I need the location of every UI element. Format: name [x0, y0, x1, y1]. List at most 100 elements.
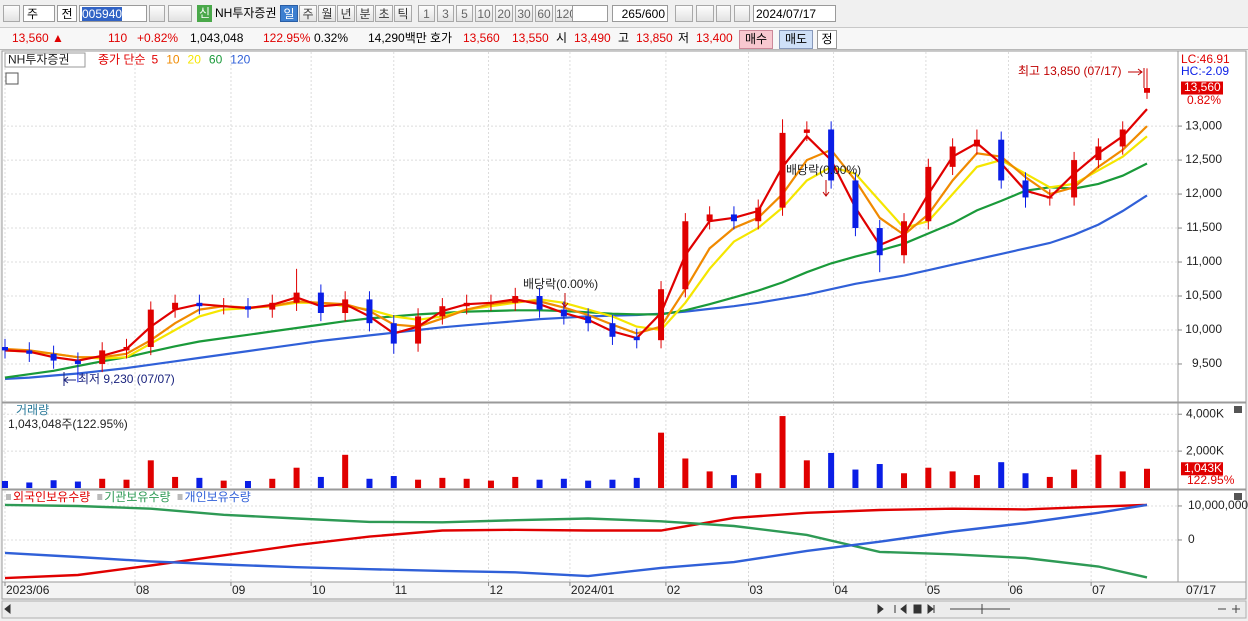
x-tick-label: 08: [136, 583, 150, 597]
tool-button[interactable]: [675, 5, 693, 22]
code: 005940: [82, 7, 123, 21]
interval-button[interactable]: 120: [555, 5, 577, 22]
ma-line: [4, 108, 1148, 362]
period-button[interactable]: 일: [280, 5, 298, 22]
x-tick-label: 03: [750, 583, 764, 597]
volume-bar: [682, 458, 689, 488]
save-button[interactable]: [716, 5, 731, 22]
chart-menu-icon[interactable]: [5, 72, 19, 85]
interval-button[interactable]: 30: [515, 5, 533, 22]
volume-bar: [633, 477, 640, 488]
volume-bar: [1071, 469, 1078, 488]
holding-line: [4, 503, 1148, 580]
period-button[interactable]: 월: [318, 5, 336, 22]
period-button[interactable]: 년: [337, 5, 355, 22]
legend-entry: 10: [166, 53, 180, 67]
interval-button[interactable]: 10: [475, 5, 493, 22]
candle-body: [26, 350, 33, 354]
volume-bar: [317, 476, 324, 488]
candle-body: [342, 299, 349, 313]
ask-label: 호가: [430, 31, 453, 45]
x-tick-label: 11: [395, 583, 408, 597]
candle-body: [536, 296, 543, 310]
volume-bar: [1144, 468, 1150, 488]
interval-button[interactable]: 5: [456, 5, 473, 22]
tool-button[interactable]: [696, 5, 714, 22]
period-button[interactable]: 분: [356, 5, 374, 22]
volume-bar: [99, 478, 106, 488]
candle-body: [998, 139, 1005, 181]
sell-button[interactable]: 매도: [779, 30, 813, 49]
volume-panel: [1, 402, 1179, 490]
period-button[interactable]: 틱: [394, 5, 412, 22]
candle-body: [1022, 180, 1029, 198]
code-input[interactable]: 005940: [79, 5, 147, 22]
sound-button[interactable]: [168, 5, 192, 22]
candle-body: [147, 309, 154, 347]
interval-button[interactable]: 60: [535, 5, 553, 22]
scrollbar[interactable]: [1, 600, 1247, 619]
volume-bar: [730, 475, 737, 488]
holdings-panel: [1, 489, 1179, 583]
stock-name: NH투자증권: [215, 6, 277, 20]
volume-bar: [463, 478, 470, 488]
period-button[interactable]: 주: [299, 5, 317, 22]
y-tick-label: 4,000K: [1186, 406, 1224, 420]
zoom-controls[interactable]: [950, 604, 1240, 614]
candle-body: [463, 302, 470, 307]
holdings-axis-panel: [1177, 489, 1247, 583]
settings-button[interactable]: [734, 5, 750, 22]
volume-bar: [949, 471, 956, 488]
candle-body: [560, 309, 567, 317]
correct-button[interactable]: 정: [817, 30, 837, 49]
volume-bar: [244, 480, 251, 488]
x-axis-panel: [1, 581, 1247, 600]
volume-bar: [293, 467, 300, 488]
candle-body: [609, 323, 616, 337]
search-button[interactable]: [149, 5, 165, 22]
volume-bar: [658, 432, 665, 488]
x-tick-label: 04: [835, 583, 849, 597]
volume-bar: [706, 471, 713, 488]
high-label: 고: [618, 31, 630, 45]
prev-button[interactable]: 전: [57, 5, 77, 22]
volume-ratio: 122.95%: [263, 31, 311, 45]
interval-button[interactable]: 1: [418, 5, 435, 22]
candle-body: [852, 180, 859, 229]
period-button[interactable]: 초: [375, 5, 393, 22]
interval-button[interactable]: 20: [495, 5, 513, 22]
count-box[interactable]: 265/600: [612, 5, 668, 22]
last-price-box: [1181, 81, 1223, 95]
legend-entry: 120: [230, 53, 250, 67]
annotation-arrow: [63, 372, 76, 386]
volume-bar: [147, 460, 154, 488]
y-tick-label: 10,000,000: [1188, 498, 1248, 512]
volume-bar: [390, 476, 397, 488]
count: 265: [621, 7, 642, 21]
buy-button[interactable]: 매수: [739, 30, 773, 49]
legend-entry: 개인보유수량: [185, 490, 251, 504]
x-tick-label: 2023/06: [6, 583, 50, 597]
indicator: LC:46.91: [1181, 52, 1230, 66]
date-input[interactable]: 2024/07/17: [753, 5, 836, 22]
y-tick-label: 10,000: [1185, 322, 1222, 336]
y-tick-label: 10,500: [1185, 288, 1222, 302]
volume-bar: [2, 480, 8, 488]
menu-button[interactable]: [3, 5, 20, 22]
scroll-controls[interactable]: [4, 603, 935, 615]
candle-body: [682, 221, 689, 290]
holding-line: [4, 503, 1148, 578]
legend-swatch: [177, 494, 183, 500]
chart-title: NH투자증권: [8, 53, 70, 67]
interval-button[interactable]: 3: [437, 5, 454, 22]
last-change-label: 0.82%: [1187, 93, 1221, 107]
interval-select[interactable]: [572, 5, 608, 22]
period-select[interactable]: 주: [23, 5, 55, 22]
panel-close[interactable]: [1234, 493, 1242, 500]
volume-bar: [1119, 471, 1126, 488]
candle-body: [2, 346, 8, 351]
candle-body: [925, 166, 932, 222]
candle-body: [487, 302, 494, 304]
panel-close[interactable]: [1234, 406, 1242, 413]
